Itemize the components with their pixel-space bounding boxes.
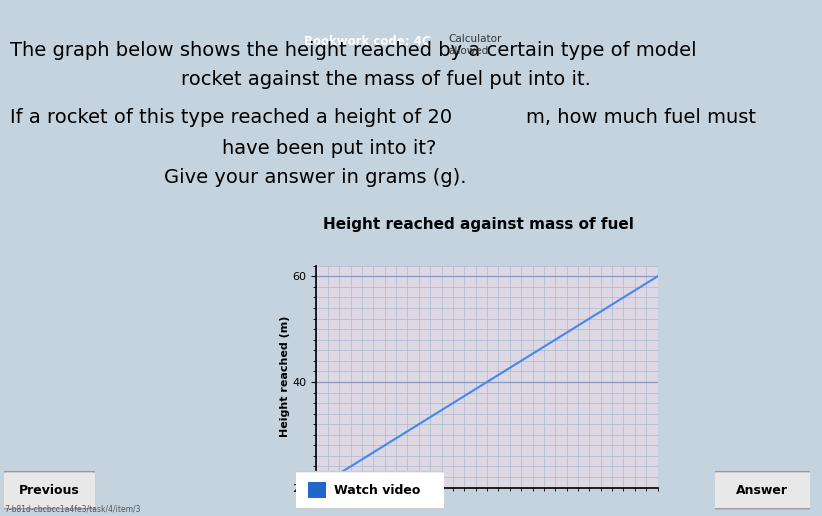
Text: have been put into it?: have been put into it? (222, 139, 436, 158)
Text: Bookwork code: 4C: Bookwork code: 4C (304, 35, 432, 48)
Text: The graph below shows the height reached by a certain type of model: The graph below shows the height reached… (10, 41, 696, 60)
Text: If a rocket of this type reached a height of 20: If a rocket of this type reached a heigh… (10, 108, 452, 127)
Text: Calculator: Calculator (448, 34, 501, 43)
Text: Height reached against mass of fuel: Height reached against mass of fuel (323, 217, 635, 232)
Text: Previous: Previous (19, 483, 80, 497)
Bar (307, 482, 326, 498)
FancyBboxPatch shape (2, 472, 96, 509)
Text: Give your answer in grams (g).: Give your answer in grams (g). (164, 168, 467, 187)
FancyBboxPatch shape (713, 472, 812, 509)
Y-axis label: Height reached (m): Height reached (m) (279, 316, 290, 438)
Text: Watch video: Watch video (334, 483, 421, 497)
Text: allowed: allowed (448, 46, 488, 56)
Text: Answer: Answer (737, 483, 788, 497)
Text: m, how much fuel must: m, how much fuel must (526, 108, 756, 127)
Text: 7-b81d-cbcbcc1a4fe3/task/4/item/3: 7-b81d-cbcbcc1a4fe3/task/4/item/3 (4, 505, 141, 513)
FancyBboxPatch shape (292, 472, 448, 509)
Text: rocket against the mass of fuel put into it.: rocket against the mass of fuel put into… (181, 70, 591, 89)
